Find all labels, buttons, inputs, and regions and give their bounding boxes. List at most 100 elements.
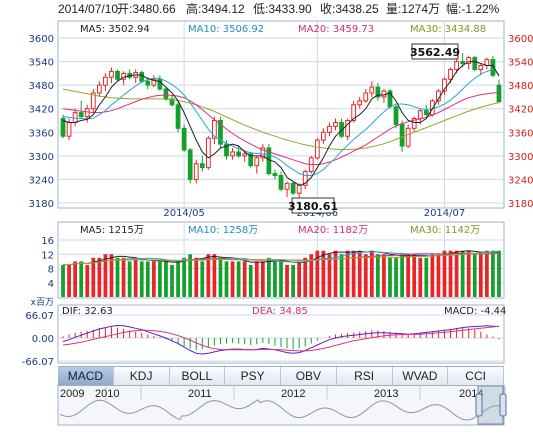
candle-up <box>284 182 290 190</box>
volume-bar <box>382 254 386 297</box>
volume-bar <box>230 261 235 297</box>
volume-bar <box>484 250 489 297</box>
volume-bar <box>285 264 289 297</box>
candle-down <box>60 118 66 137</box>
tab-kdj[interactable]: KDJ <box>113 367 170 385</box>
tab-rsi[interactable]: RSI <box>336 367 393 385</box>
volume-bar <box>127 261 132 297</box>
candle-down <box>236 151 241 157</box>
volume-bar <box>491 250 495 297</box>
volume-bar <box>79 261 84 297</box>
date-tick: 2014/07 <box>424 208 466 219</box>
candle-up <box>351 104 357 121</box>
volume-bar <box>254 261 259 297</box>
candle-up <box>417 110 423 120</box>
price-tick-left: 3420 <box>29 105 54 116</box>
candle-down <box>145 80 151 86</box>
macd-tick: -66.07 <box>22 357 54 368</box>
volume-bar <box>351 250 356 297</box>
volume-axis: 16 12 8 4 <box>41 236 54 290</box>
timeline-right-handle[interactable] <box>499 393 507 417</box>
header-close: 收:3438.25 <box>320 2 379 16</box>
volume-bar <box>85 264 90 297</box>
candle-down <box>78 112 84 118</box>
volume-bar <box>460 250 465 297</box>
candle-down <box>181 127 187 151</box>
indicator-tabs: MACD KDJ BOLL PSY OBV RSI WVAD CCI <box>58 366 504 386</box>
tab-macd[interactable]: MACD <box>58 367 114 385</box>
price-tick-right: 3600 <box>508 34 533 45</box>
dif-line <box>62 324 500 355</box>
candle-up <box>411 118 417 129</box>
candle-up <box>90 92 96 110</box>
macd-dea-label: DEA: 34.85 <box>252 306 308 317</box>
tab-cci[interactable]: CCI <box>448 367 504 385</box>
volume-bar <box>339 254 344 297</box>
candle-down <box>472 57 478 70</box>
volume-bar <box>448 250 453 297</box>
candlesticks <box>60 52 502 203</box>
volume-bar <box>394 257 398 297</box>
candle-up <box>103 76 108 86</box>
volume-bar <box>103 254 108 297</box>
candle-up <box>254 157 260 167</box>
moving-average-lines <box>62 61 500 186</box>
date-tick: 2014/05 <box>163 208 205 219</box>
candle-up <box>84 108 90 118</box>
candle-up <box>466 57 472 65</box>
candle-down <box>163 88 169 100</box>
volume-bar <box>497 250 501 297</box>
candle-down <box>278 175 284 190</box>
volume-bars <box>61 250 501 297</box>
timeline-sparkline <box>59 399 503 421</box>
volume-bar <box>333 250 338 297</box>
header-open: 开:3480.66 <box>117 2 176 16</box>
volume-bar <box>61 264 65 297</box>
volume-bar <box>133 257 138 297</box>
volume-bar <box>321 250 326 297</box>
timeline-year: 2011 <box>188 388 212 400</box>
candle-up <box>109 70 114 78</box>
volume-bar <box>212 254 217 297</box>
macd-tick: 66.07 <box>25 311 54 322</box>
volume-bar <box>260 261 265 297</box>
price-ma30-label: MA30: 3434.88 <box>410 24 486 35</box>
price-tick-right: 3180 <box>508 199 533 210</box>
price-tick-left: 3240 <box>29 175 54 186</box>
candle-down <box>393 106 399 125</box>
volume-ma30-label: MA30: 1142万 <box>410 225 480 236</box>
candle-up <box>478 65 484 70</box>
candle-up <box>302 171 308 186</box>
volume-bar <box>424 257 429 297</box>
candle-down <box>199 163 205 169</box>
macd-macd-label: MACD: -4.44 <box>444 306 506 317</box>
volume-bar <box>375 254 380 297</box>
dea-line <box>62 325 500 352</box>
candle-up <box>429 100 435 116</box>
volume-bar <box>182 257 187 297</box>
tab-wvad[interactable]: WVAD <box>392 367 449 385</box>
volume-bar <box>194 257 199 297</box>
timeline-left-handle[interactable] <box>475 393 483 417</box>
volume-bar <box>158 261 162 297</box>
volume-bar <box>315 250 320 297</box>
tab-obv[interactable]: OBV <box>281 367 337 385</box>
candle-down <box>218 120 223 145</box>
macd-dif-label: DIF: 32.63 <box>62 306 113 317</box>
volume-ma-lines <box>63 250 500 266</box>
volume-bar <box>418 257 423 297</box>
volume-tick: 4 <box>48 279 54 290</box>
volume-bar <box>400 254 404 297</box>
price-ma5-label: MA5: 3502.94 <box>80 24 150 35</box>
candle-up <box>327 125 332 133</box>
low-marker: 3180.61 <box>288 200 338 213</box>
header-change: 幅:-1.22% <box>446 1 500 16</box>
tab-boll[interactable]: BOLL <box>169 367 226 385</box>
volume-bar <box>357 250 362 297</box>
price-tick-left: 3600 <box>29 34 54 45</box>
candle-down <box>490 59 496 76</box>
volume-tick: 12 <box>41 250 54 261</box>
volume-bar <box>164 261 168 297</box>
tab-psy[interactable]: PSY <box>225 367 281 385</box>
